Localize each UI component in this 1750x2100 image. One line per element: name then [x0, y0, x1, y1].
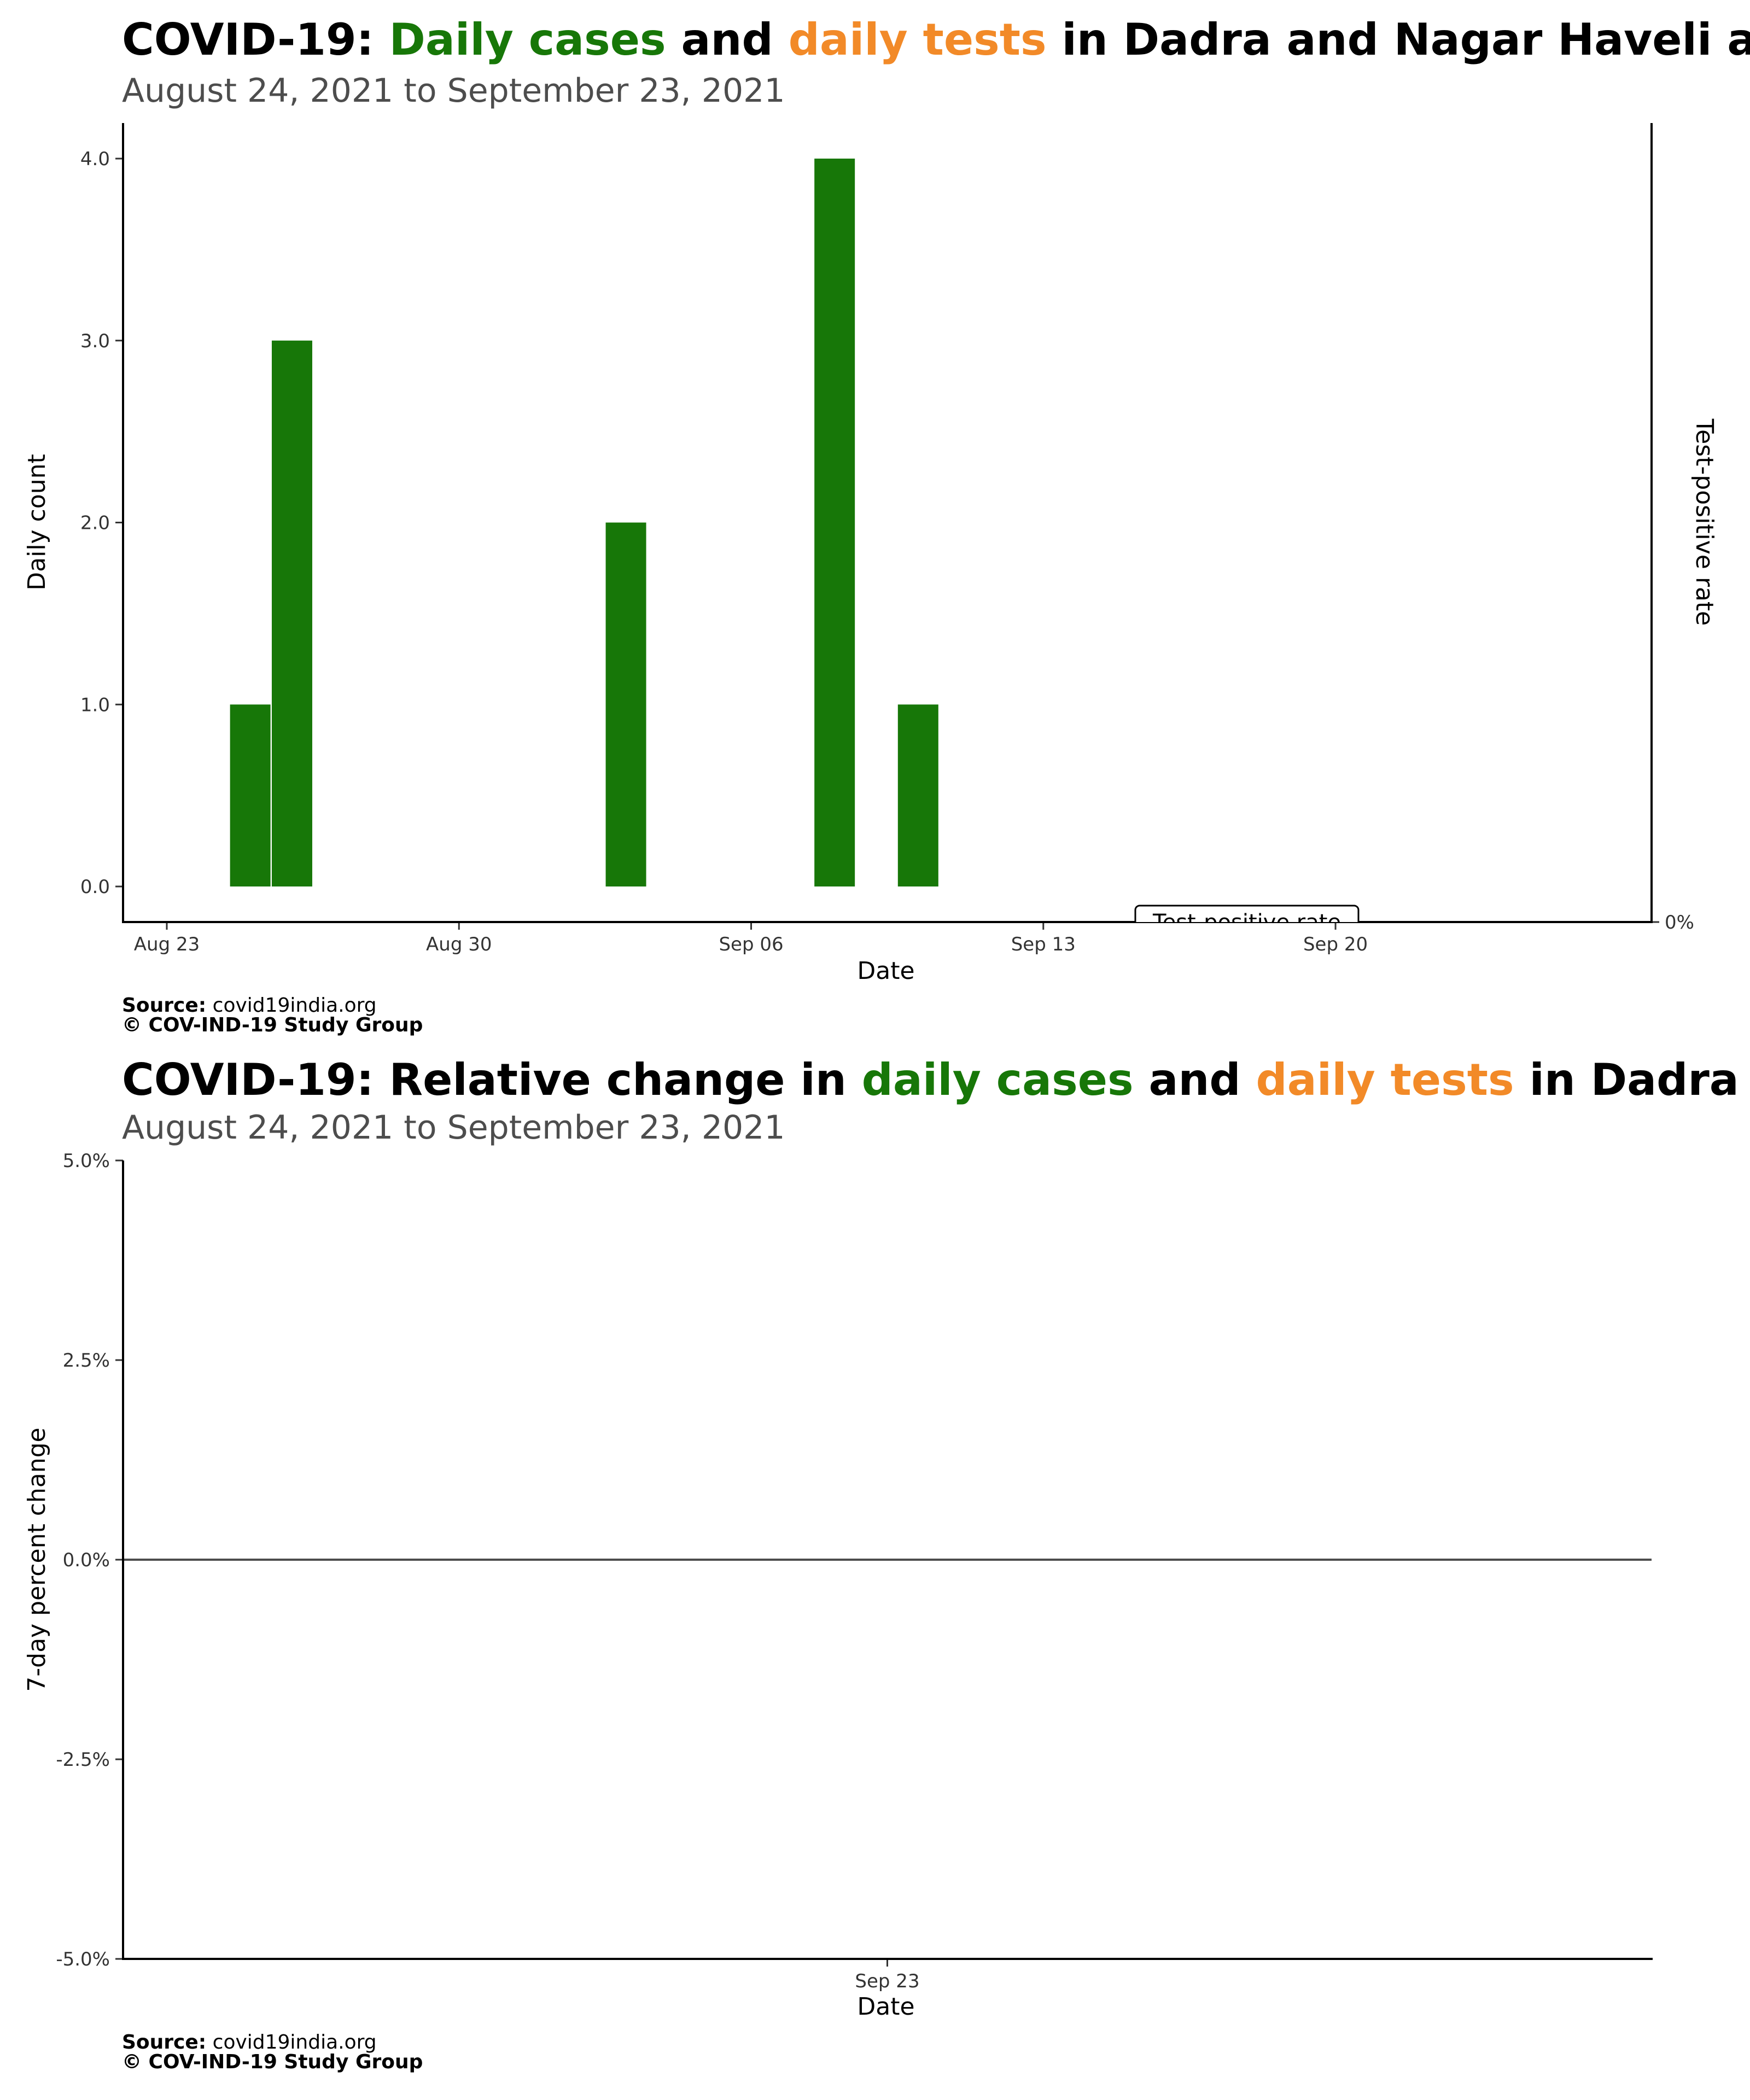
- y-tick-label: 0.0%: [63, 1549, 110, 1571]
- source-caption: Source: covid19india.org: [122, 2031, 377, 2054]
- copyright-caption: © COV-IND-19 Study Group: [122, 2051, 423, 2073]
- x-tick-label: Sep 13: [1011, 934, 1076, 955]
- title-tests-highlight: daily tests: [789, 14, 1047, 65]
- source-label: Source:: [122, 2031, 206, 2054]
- title-cases-highlight: Daily cases: [389, 14, 666, 65]
- bar-2021-09-08: [814, 159, 855, 886]
- title-prefix: COVID-19:: [122, 14, 389, 65]
- label-box: [1134, 905, 1360, 922]
- x-tick-label: Sep 20: [1303, 934, 1368, 955]
- x-tick-label: Sep 06: [719, 934, 783, 955]
- y-tick-label: 4.0: [80, 148, 110, 170]
- y-axis-title: Daily count: [23, 454, 51, 590]
- chart-subtitle: August 24, 2021 to September 23, 2021: [122, 72, 785, 110]
- y-tick-label: -2.5%: [56, 1749, 110, 1771]
- title-tests-highlight: daily tests: [1256, 1054, 1514, 1105]
- y-axis-title: 7-day percent change: [23, 1427, 51, 1691]
- x-axis-title: Date: [857, 957, 914, 985]
- title-suffix: in Dadra and Nagar Haveli and Daman and …: [1047, 14, 1750, 65]
- y-tick-label: 2.0: [80, 512, 110, 534]
- y-tick-label: 0.0: [80, 876, 110, 898]
- chart-panel-relative-change: COVID-19: Relative change in daily cases…: [23, 1054, 1750, 2073]
- bar-2021-08-26: [271, 340, 312, 886]
- bar-2021-09-03: [605, 522, 646, 886]
- y-tick-label: 1.0: [80, 694, 110, 716]
- y2-axis-title: Test-positive rate: [1690, 418, 1718, 626]
- y-tick-label: -5.0%: [56, 1949, 110, 1970]
- title-suffix: in Dadra and Nagar Haveli and Daman and …: [1514, 1054, 1750, 1105]
- test-positive-rate-label: Test-positive rate: [1134, 905, 1360, 935]
- y-tick-label: 3.0: [80, 330, 110, 352]
- source-value: covid19india.org: [206, 994, 376, 1017]
- chart-title: COVID-19: Relative change in daily cases…: [122, 1054, 1750, 1105]
- x-axis-ticks: Sep 23: [855, 1959, 920, 1992]
- y-tick-label: 2.5%: [63, 1350, 110, 1372]
- bar-2021-09-10: [897, 704, 938, 886]
- title-prefix: COVID-19: Relative change in: [122, 1054, 862, 1105]
- chart-subtitle: August 24, 2021 to September 23, 2021: [122, 1109, 785, 1147]
- y2-tick-label: 0%: [1665, 912, 1694, 934]
- y2-axis-ticks: 0%: [1652, 912, 1694, 934]
- source-value: covid19india.org: [206, 2031, 376, 2054]
- source-caption: Source: covid19india.org: [122, 994, 377, 1017]
- chart-title: COVID-19: Daily cases and daily tests in…: [122, 14, 1750, 65]
- x-tick-label: Aug 23: [134, 934, 200, 955]
- x-axis-ticks: Aug 23 Aug 30 Sep 06 Sep 13 Sep 20: [134, 922, 1368, 955]
- title-mid: and: [1134, 1054, 1256, 1105]
- y-axis-ticks: 0.0 1.0 2.0 3.0 4.0: [80, 148, 123, 898]
- title-cases-highlight: daily cases: [862, 1054, 1134, 1105]
- chart-panel-daily-cases: COVID-19: Daily cases and daily tests in…: [23, 14, 1750, 1036]
- bar-2021-08-25: [230, 704, 271, 886]
- title-mid: and: [666, 14, 789, 65]
- source-label: Source:: [122, 994, 206, 1017]
- bar-layer: [230, 159, 938, 886]
- x-tick-label: Sep 23: [855, 1970, 919, 1992]
- y-axis-ticks: -5.0% -2.5% 0.0% 2.5% 5.0%: [56, 1150, 123, 1970]
- x-tick-label: Aug 30: [426, 934, 492, 955]
- copyright-caption: © COV-IND-19 Study Group: [122, 1014, 423, 1036]
- x-axis-title: Date: [857, 1993, 914, 2021]
- y-tick-label: 5.0%: [63, 1150, 110, 1172]
- label-text: Test-positive rate: [1152, 910, 1341, 935]
